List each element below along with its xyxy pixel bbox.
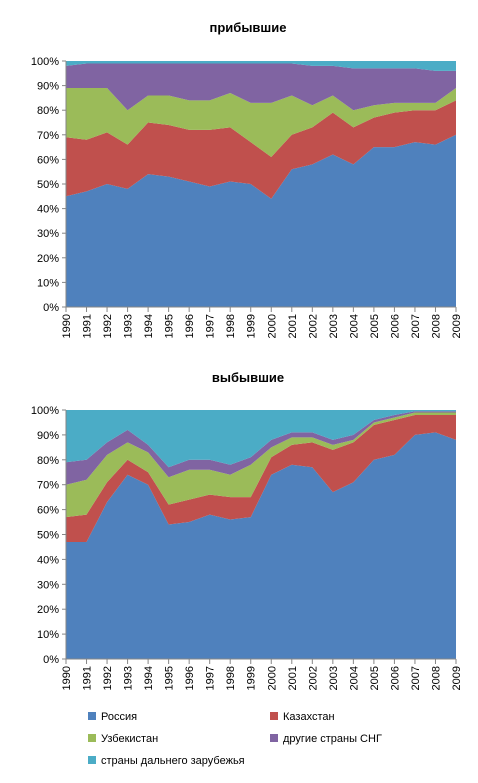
x-tick-label: 1992 — [102, 666, 114, 690]
y-tick-label: 50% — [37, 179, 59, 191]
chart-title: прибывшие — [210, 20, 287, 35]
x-tick-label: 1998 — [225, 314, 237, 338]
chart-arrivals: прибывшие 0% 10% 20% 30% 40% 50% 60% 70% 80% 90% 10… — [31, 20, 463, 338]
x-tick-label: 1990 — [61, 314, 73, 338]
x-tick-label: 2006 — [389, 314, 401, 338]
y-tick-label: 0% — [43, 302, 59, 314]
x-tick-label: 2007 — [410, 666, 422, 690]
area-series-3 — [66, 411, 456, 485]
x-tick-label: 2002 — [307, 666, 319, 690]
x-tick-label: 1991 — [82, 666, 94, 690]
x-tick-label: 2003 — [328, 666, 340, 690]
legend-label: другие страны СНГ — [283, 733, 382, 745]
y-tick-label: 20% — [37, 604, 59, 616]
x-tick-label: 1992 — [102, 314, 114, 338]
area-series-2 — [66, 412, 456, 518]
x-tick-label: 2009 — [451, 314, 463, 338]
y-tick-label: 0% — [43, 654, 59, 666]
x-tick-label: 1995 — [164, 666, 176, 690]
y-tick-label: 40% — [37, 554, 59, 566]
x-tick-label: 1998 — [225, 666, 237, 690]
x-tick-label: 2004 — [348, 314, 360, 338]
legend-swatch — [270, 734, 278, 742]
x-tick-label: 2004 — [348, 666, 360, 690]
x-tick-label: 1999 — [246, 314, 258, 338]
x-tick-label: 1997 — [205, 314, 217, 338]
y-tick-label: 60% — [37, 154, 59, 166]
y-tick-label: 50% — [37, 530, 59, 542]
x-tick-label: 2005 — [369, 666, 381, 690]
area-series-4 — [66, 410, 456, 468]
x-tick-label: 2003 — [328, 314, 340, 338]
x-tick-label: 1990 — [61, 666, 73, 690]
y-tick-label: 30% — [37, 228, 59, 240]
legend-swatch — [88, 712, 96, 720]
x-tick-label: 1994 — [143, 666, 155, 690]
legend-label: Узбекистан — [101, 733, 158, 745]
y-tick-label: 90% — [37, 81, 59, 93]
legend-label: Казахстан — [283, 711, 335, 723]
y-tick-label: 30% — [37, 579, 59, 591]
x-tick-label: 1991 — [82, 314, 94, 338]
x-tick-label: 2008 — [430, 314, 442, 338]
y-tick-label: 80% — [37, 105, 59, 117]
chart-departures: выбывшие 0% 10% 20% 30% 40% 50% 60% 70% 80% 90% 100… — [31, 370, 463, 690]
y-tick-label: 10% — [37, 629, 59, 641]
area-series-3 — [66, 63, 456, 111]
legend-swatch — [88, 756, 96, 764]
x-tick-label: 1994 — [143, 314, 155, 338]
x-tick-label: 2000 — [266, 314, 278, 338]
chart-title: выбывшие — [212, 370, 284, 385]
y-tick-label: 70% — [37, 130, 59, 142]
x-tick-label: 2006 — [389, 666, 401, 690]
y-tick-label: 40% — [37, 204, 59, 216]
x-tick-label: 2007 — [410, 314, 422, 338]
legend-label: Россия — [101, 711, 137, 723]
x-tick-label: 1999 — [246, 666, 258, 690]
legend-swatch — [270, 712, 278, 720]
y-tick-label: 80% — [37, 455, 59, 467]
legend: Россия Казахстан Узбекистан другие страны С… — [88, 711, 382, 767]
x-tick-label: 2005 — [369, 314, 381, 338]
area-series-0 — [66, 432, 456, 659]
y-tick-label: 100% — [31, 405, 59, 417]
area-series-0 — [66, 134, 456, 307]
x-tick-label: 2008 — [430, 666, 442, 690]
x-tick-label: 1996 — [184, 314, 196, 338]
x-tick-label: 1995 — [164, 314, 176, 338]
legend-swatch — [88, 734, 96, 742]
x-tick-label: 2001 — [287, 666, 299, 690]
x-tick-label: 1993 — [123, 666, 135, 690]
x-tick-label: 2000 — [266, 666, 278, 690]
area-series-1 — [66, 414, 456, 542]
x-tick-label: 1993 — [123, 314, 135, 338]
x-tick-label: 1996 — [184, 666, 196, 690]
y-tick-label: 70% — [37, 480, 59, 492]
y-tick-label: 10% — [37, 277, 59, 289]
y-tick-label: 100% — [31, 56, 59, 68]
x-tick-label: 1997 — [205, 666, 217, 690]
y-tick-label: 90% — [37, 430, 59, 442]
area-series-4 — [66, 61, 456, 71]
y-tick-label: 20% — [37, 253, 59, 265]
x-tick-label: 2009 — [451, 666, 463, 690]
y-tick-label: 60% — [37, 505, 59, 517]
legend-label: страны дальнего зарубежья — [101, 755, 245, 767]
area-series-2 — [66, 88, 456, 157]
x-tick-label: 2002 — [307, 314, 319, 338]
x-tick-label: 2001 — [287, 314, 299, 338]
